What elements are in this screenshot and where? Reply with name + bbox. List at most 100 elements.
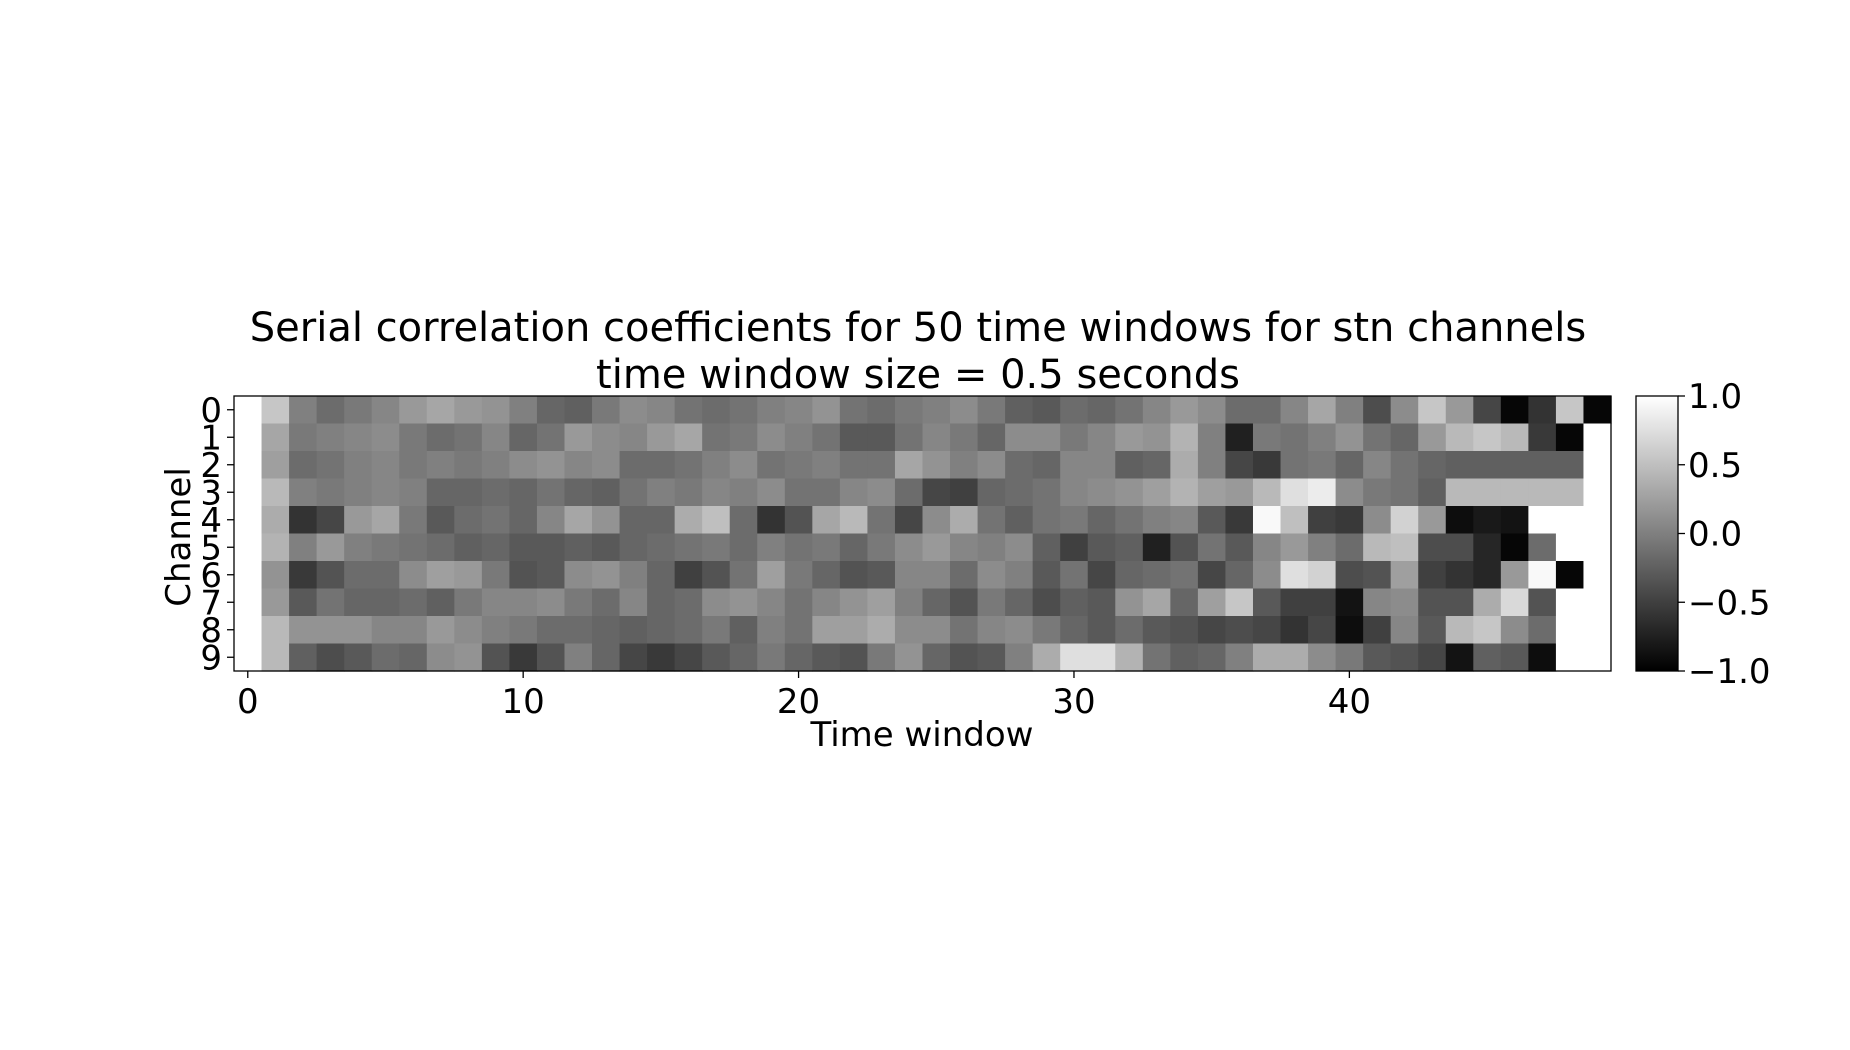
heatmap-cell xyxy=(399,616,428,645)
heatmap-cell xyxy=(1005,561,1034,590)
heatmap-cell xyxy=(1087,643,1116,672)
heatmap-cell xyxy=(1445,561,1474,590)
heatmap-cell xyxy=(757,451,786,480)
heatmap-cell xyxy=(1418,396,1447,425)
heatmap-cell xyxy=(977,396,1006,425)
heatmap-cell xyxy=(316,396,345,425)
heatmap-cell xyxy=(702,561,731,590)
heatmap-cell xyxy=(867,643,896,672)
chart-subtitle: time window size = 0.5 seconds xyxy=(596,352,1240,398)
y-tick-label: 5 xyxy=(200,528,222,568)
heatmap-cell xyxy=(1390,643,1419,672)
heatmap-cell xyxy=(592,561,621,590)
heatmap-cell xyxy=(371,396,400,425)
heatmap-cell xyxy=(1115,506,1144,535)
heatmap-cell xyxy=(894,643,924,672)
heatmap-cell xyxy=(289,423,318,452)
heatmap-cell xyxy=(1115,451,1144,480)
heatmap-cell xyxy=(1060,533,1089,562)
heatmap-cell xyxy=(1115,533,1144,562)
heatmap-cell xyxy=(1418,588,1447,617)
heatmap-cell xyxy=(316,561,345,590)
heatmap-cell xyxy=(1473,643,1502,672)
heatmap-cell xyxy=(316,478,345,507)
heatmap-cell xyxy=(1363,478,1392,507)
heatmap-cell xyxy=(1445,616,1474,645)
heatmap-cell xyxy=(1418,451,1447,480)
heatmap-cell xyxy=(757,506,786,535)
heatmap-cell xyxy=(454,616,483,645)
heatmap-cell xyxy=(289,616,318,645)
heatmap-cell xyxy=(1060,643,1089,672)
heatmap-cell xyxy=(371,451,400,480)
heatmap-cell xyxy=(344,643,373,672)
heatmap-cell xyxy=(1170,643,1199,672)
heatmap-cell xyxy=(619,423,648,452)
heatmap-cell xyxy=(674,396,703,425)
heatmap-cell xyxy=(1197,396,1227,425)
heatmap-cell xyxy=(564,588,593,617)
heatmap-cell xyxy=(344,616,373,645)
heatmap-cell xyxy=(674,643,703,672)
heatmap-cell xyxy=(1500,396,1529,425)
heatmap-cell xyxy=(509,396,538,425)
x-tick-label: 20 xyxy=(777,682,820,722)
heatmap-cell xyxy=(371,588,400,617)
heatmap-cell xyxy=(261,561,290,590)
heatmap-cell xyxy=(784,616,813,645)
heatmap-cell xyxy=(1087,561,1116,590)
heatmap-cell xyxy=(1390,588,1419,617)
heatmap-cell xyxy=(1363,533,1392,562)
heatmap-cell xyxy=(1473,451,1502,480)
heatmap-cell xyxy=(812,643,841,672)
heatmap-cell xyxy=(1500,561,1529,590)
heatmap-cell xyxy=(1555,506,1585,535)
heatmap-cell xyxy=(1528,643,1557,672)
colorbar-tick-label: 0.5 xyxy=(1688,446,1742,486)
heatmap-cell xyxy=(1225,588,1254,617)
heatmap-cell xyxy=(1142,451,1171,480)
heatmap-cell xyxy=(1308,616,1337,645)
heatmap-cell xyxy=(674,616,703,645)
heatmap-cell xyxy=(1308,561,1337,590)
heatmap-cell xyxy=(1528,396,1557,425)
heatmap-cell xyxy=(1473,396,1502,425)
heatmap-cell xyxy=(1060,478,1089,507)
heatmap-cell xyxy=(426,478,455,507)
heatmap-cell xyxy=(812,396,841,425)
heatmap-cell xyxy=(619,561,648,590)
heatmap-cell xyxy=(234,506,263,535)
heatmap-cell xyxy=(509,506,538,535)
heatmap-cell xyxy=(1087,588,1116,617)
heatmap-cell xyxy=(894,396,924,425)
heatmap-cell xyxy=(509,533,538,562)
heatmap-cell xyxy=(289,588,318,617)
heatmap-cell xyxy=(1528,506,1557,535)
heatmap-cell xyxy=(647,561,676,590)
heatmap-cell xyxy=(1225,478,1254,507)
heatmap-cell xyxy=(1115,396,1144,425)
heatmap-cell xyxy=(261,588,290,617)
heatmap-cell xyxy=(1528,423,1557,452)
heatmap-cell xyxy=(564,533,593,562)
heatmap-cells xyxy=(234,396,1612,672)
heatmap-cell xyxy=(1418,506,1447,535)
heatmap-cell xyxy=(234,451,263,480)
heatmap-cell xyxy=(729,451,758,480)
heatmap-cell xyxy=(1390,506,1419,535)
heatmap-cell xyxy=(922,478,951,507)
heatmap-cell xyxy=(1473,616,1502,645)
heatmap-cell xyxy=(399,533,428,562)
heatmap-cell xyxy=(316,423,345,452)
heatmap-cell xyxy=(536,588,566,617)
heatmap-cell xyxy=(509,561,538,590)
heatmap-cell xyxy=(1087,506,1116,535)
heatmap-cell xyxy=(1032,561,1061,590)
heatmap-cell xyxy=(564,616,593,645)
heatmap-cell xyxy=(922,396,951,425)
heatmap-cell xyxy=(1473,478,1502,507)
heatmap-cell xyxy=(1390,396,1419,425)
heatmap-cell xyxy=(757,423,786,452)
heatmap-cell xyxy=(481,506,510,535)
heatmap-cell xyxy=(1583,616,1612,645)
